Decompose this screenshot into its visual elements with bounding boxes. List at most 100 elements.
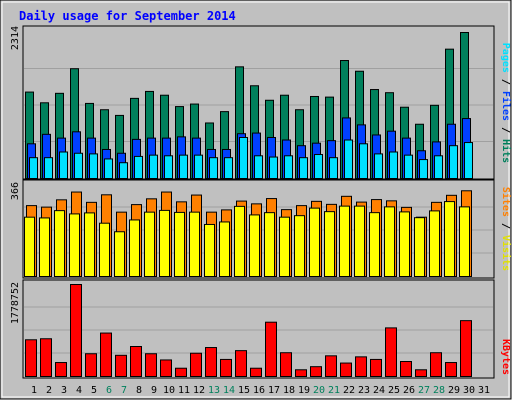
bar-kbytes-day-2 — [40, 338, 52, 378]
bars-kbytes — [25, 284, 472, 378]
bar-kbytes-day-1 — [25, 339, 37, 377]
x-tick-label-day-25: 25 — [388, 385, 400, 396]
bar-pages-day-20 — [314, 154, 323, 179]
bar-visits-day-26 — [399, 211, 410, 277]
bar-pages-day-26 — [404, 154, 413, 179]
x-tick-label-day-9: 9 — [151, 385, 157, 396]
bar-visits-day-14 — [219, 221, 230, 277]
bar-pages-day-19 — [299, 157, 308, 179]
panel-kbytes: 1778752 KBytes — [10, 279, 511, 379]
bar-pages-day-1 — [29, 157, 38, 179]
bar-kbytes-day-30 — [460, 320, 472, 378]
bar-kbytes-day-22 — [340, 362, 352, 377]
x-tick-label-day-4: 4 — [76, 385, 82, 396]
legend-sites: Sites — [500, 187, 512, 217]
bar-visits-day-3 — [54, 210, 65, 277]
bar-visits-day-24 — [369, 212, 380, 277]
x-tick-label-day-18: 18 — [283, 385, 295, 396]
bar-pages-day-9 — [149, 154, 158, 179]
max-label-kbytes: 1778752 — [10, 282, 21, 324]
x-tick-label-day-19: 19 — [298, 385, 310, 396]
panel-visits: 366 Sites / Visits — [10, 179, 512, 279]
panel-hits: 2314 Pages / Files / Hits — [10, 25, 512, 180]
legend-pages: Pages — [500, 43, 511, 73]
bar-pages-day-12 — [194, 154, 203, 179]
bar-kbytes-day-4 — [70, 284, 82, 377]
bar-pages-day-25 — [389, 151, 398, 179]
bar-kbytes-day-7 — [115, 354, 127, 378]
ylabel-kbytes: KBytes — [500, 339, 511, 375]
bar-kbytes-day-16 — [250, 367, 262, 378]
bar-pages-day-11 — [179, 154, 188, 179]
x-tick-label-day-27: 27 — [418, 385, 430, 396]
x-tick-label-day-31: 31 — [478, 385, 490, 396]
bar-kbytes-day-15 — [235, 350, 247, 377]
bar-pages-day-6 — [104, 158, 113, 179]
bar-pages-day-15 — [239, 136, 248, 180]
bar-kbytes-day-6 — [100, 332, 112, 377]
bar-kbytes-day-28 — [430, 352, 442, 377]
bar-pages-day-21 — [329, 157, 338, 179]
bar-kbytes-day-19 — [295, 369, 307, 377]
bar-pages-day-3 — [59, 151, 68, 179]
bar-visits-day-5 — [84, 212, 95, 277]
bars-sites-visits — [24, 190, 472, 278]
x-tick-label-day-16: 16 — [253, 385, 265, 396]
x-tick-label-day-10: 10 — [163, 385, 175, 396]
x-tick-label-day-11: 11 — [178, 385, 190, 396]
bar-kbytes-day-8 — [130, 346, 142, 377]
bar-kbytes-day-25 — [385, 327, 397, 378]
bar-pages-day-29 — [449, 145, 458, 179]
x-tick-label-day-20: 20 — [313, 385, 325, 396]
bar-visits-day-11 — [174, 211, 185, 277]
bar-visits-day-2 — [39, 217, 50, 277]
bar-visits-day-25 — [384, 206, 395, 277]
x-tick-label-day-17: 17 — [268, 385, 280, 396]
x-tick-label-day-29: 29 — [448, 385, 460, 396]
bar-pages-day-24 — [374, 153, 383, 180]
x-tick-label-day-13: 13 — [208, 385, 220, 396]
bar-pages-day-17 — [269, 156, 278, 180]
bar-visits-day-6 — [99, 222, 110, 278]
bar-pages-day-30 — [464, 142, 473, 179]
bar-kbytes-day-23 — [355, 356, 367, 377]
bar-visits-day-13 — [204, 223, 215, 277]
x-axis-day-labels: 1 2 3 4 5 6 7 8 9 10 11 12 13 14 15 16 17 18 19 20 21 22 23 24 2… — [31, 385, 490, 396]
legend-sep-1: / — [500, 73, 511, 91]
bar-pages-day-14 — [224, 157, 233, 179]
max-label-hits: 2314 — [10, 26, 21, 50]
x-tick-label-day-6: 6 — [106, 385, 112, 396]
bar-kbytes-day-12 — [190, 352, 202, 377]
x-tick-label-day-24: 24 — [373, 385, 385, 396]
bar-visits-day-1 — [24, 216, 35, 277]
bar-kbytes-day-9 — [145, 353, 157, 377]
x-tick-label-day-28: 28 — [433, 385, 445, 396]
bar-kbytes-day-24 — [370, 358, 382, 377]
x-tick-label-day-15: 15 — [238, 385, 250, 396]
bar-pages-day-5 — [89, 153, 98, 180]
bar-visits-day-7 — [114, 231, 125, 278]
bar-pages-day-13 — [209, 157, 218, 179]
max-label-visits: 366 — [10, 182, 21, 200]
bar-kbytes-day-18 — [280, 352, 292, 377]
bar-visits-day-23 — [354, 205, 365, 278]
x-tick-label-day-8: 8 — [136, 385, 142, 396]
x-tick-label-day-7: 7 — [121, 385, 127, 396]
bar-visits-day-22 — [339, 205, 350, 278]
bar-visits-day-20 — [309, 207, 320, 277]
bar-pages-day-2 — [44, 157, 53, 179]
x-tick-label-day-23: 23 — [358, 385, 370, 396]
bar-pages-day-22 — [344, 139, 353, 179]
bar-kbytes-day-5 — [85, 353, 97, 377]
bar-visits-day-12 — [189, 211, 200, 277]
bar-visits-day-9 — [144, 211, 155, 277]
ylabel-hits-files-pages: Pages / Files / Hits — [500, 43, 512, 163]
bar-kbytes-day-14 — [220, 358, 232, 377]
chart-title: Daily usage for September 2014 — [19, 9, 236, 23]
x-tick-label-day-22: 22 — [343, 385, 355, 396]
bar-kbytes-day-27 — [415, 369, 427, 377]
bar-kbytes-day-11 — [175, 367, 187, 378]
x-tick-label-day-26: 26 — [403, 385, 415, 396]
